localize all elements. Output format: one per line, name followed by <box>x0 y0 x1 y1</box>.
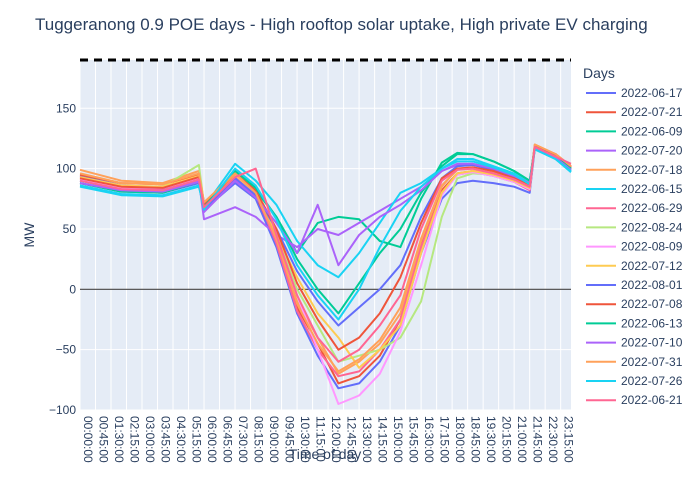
legend-label: 2022-07-26 <box>621 374 683 388</box>
x-tick-label: 18:45:00 <box>469 416 483 463</box>
chart-title: Tuggeranong 0.9 POE days - High rooftop … <box>35 15 648 34</box>
x-tick-label: 00:45:00 <box>97 416 111 463</box>
legend-label: 2022-06-29 <box>621 201 683 215</box>
x-tick-label: 15:45:00 <box>407 416 421 463</box>
y-axis-label: MW <box>21 222 37 248</box>
x-axis-label: Time of day <box>289 446 362 462</box>
legend-label: 2022-07-12 <box>621 259 683 273</box>
legend-label: 2022-08-01 <box>621 278 683 292</box>
legend-label: 2022-08-09 <box>621 240 683 254</box>
x-tick-label: 03:00:00 <box>143 416 157 463</box>
series-lines <box>79 143 572 405</box>
y-tick-label: 150 <box>56 101 76 115</box>
x-tick-label: 18:00:00 <box>453 416 467 463</box>
y-tick-label: −100 <box>49 403 76 417</box>
legend-label: 2022-06-21 <box>621 393 683 407</box>
y-tick-label: 100 <box>56 162 76 176</box>
x-tick-label: 04:30:00 <box>174 416 188 463</box>
x-tick-label: 12:45:00 <box>345 416 359 463</box>
x-tick-label: 09:45:00 <box>283 416 297 463</box>
legend-label: 2022-06-13 <box>621 316 683 330</box>
x-tick-label: 07:30:00 <box>236 416 250 463</box>
x-tick-label: 16:30:00 <box>422 416 436 463</box>
x-tick-label: 01:30:00 <box>112 416 126 463</box>
y-tick-label: 50 <box>63 222 77 236</box>
series-line-2022-06-21 <box>79 145 572 363</box>
x-tick-label: 14:15:00 <box>376 416 390 463</box>
legend-label: 2022-06-09 <box>621 124 683 138</box>
x-tick-label: 15:00:00 <box>391 416 405 463</box>
legend-label: 2022-06-17 <box>621 86 683 100</box>
x-tick-label: 17:15:00 <box>438 416 452 463</box>
x-tick-label: 20:15:00 <box>500 416 514 463</box>
x-tick-label: 09:00:00 <box>267 416 281 463</box>
legend-label: 2022-07-18 <box>621 163 683 177</box>
y-tick-label: −50 <box>56 343 77 357</box>
x-tick-label: 22:30:00 <box>546 416 560 463</box>
x-tick-label: 06:00:00 <box>205 416 219 463</box>
x-tick-labels: 00:00:00 00:45:00 01:30:00 02:15:00 03:00:00… <box>81 416 576 463</box>
x-tick-label: 10:30:00 <box>298 416 312 463</box>
x-tick-label: 00:00:00 <box>81 416 95 463</box>
x-tick-label: 02:15:00 <box>128 416 142 463</box>
legend-label: 2022-07-21 <box>621 105 683 119</box>
x-tick-label: 21:00:00 <box>515 416 529 463</box>
legend-label: 2022-06-15 <box>621 182 683 196</box>
x-tick-label: 05:15:00 <box>190 416 204 463</box>
x-tick-label: 23:15:00 <box>562 416 576 463</box>
y-tick-label: 0 <box>69 282 76 296</box>
legend-label: 2022-07-31 <box>621 355 683 369</box>
legend: Days 2022-06-17 2022-07-21 2022-06-09 2022-… <box>583 65 683 407</box>
x-tick-label: 12:00:00 <box>329 416 343 463</box>
x-tick-label: 11:15:00 <box>314 416 328 462</box>
legend-label: 2022-08-24 <box>621 220 683 234</box>
legend-label: 2022-07-20 <box>621 144 683 158</box>
x-tick-label: 13:30:00 <box>360 416 374 463</box>
legend-label: 2022-07-08 <box>621 297 683 311</box>
x-tick-label: 03:45:00 <box>159 416 173 463</box>
x-tick-label: 21:45:00 <box>531 416 545 463</box>
x-tick-label: 08:15:00 <box>252 416 266 463</box>
legend-title: Days <box>583 65 615 81</box>
x-tick-label: 06:45:00 <box>221 416 235 463</box>
x-tick-label: 19:30:00 <box>484 416 498 463</box>
y-tick-labels: −100 −50 0 50 100 150 <box>49 101 76 417</box>
legend-label: 2022-07-10 <box>621 336 683 350</box>
